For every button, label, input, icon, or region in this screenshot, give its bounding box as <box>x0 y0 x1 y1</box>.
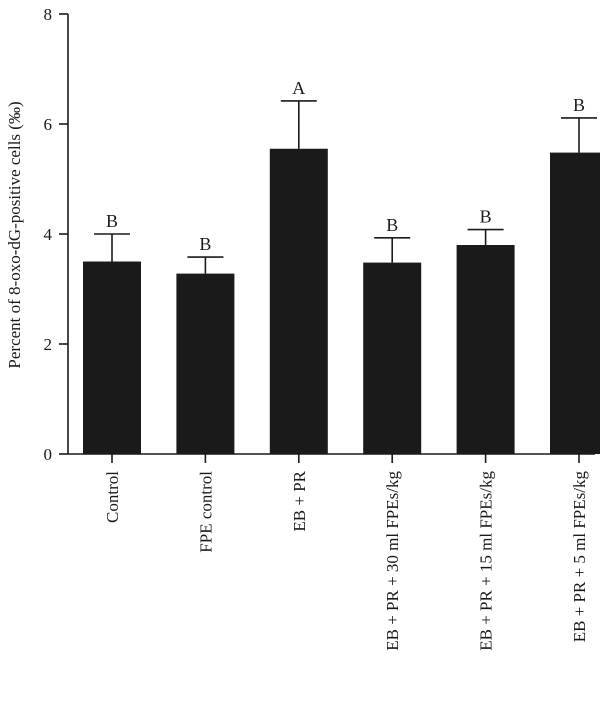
y-tick-label: 6 <box>44 115 53 134</box>
bars <box>83 148 600 454</box>
significance-label: B <box>386 215 398 235</box>
category-label: EB + PR + 30 ml FPEs/kg <box>383 471 402 651</box>
y-axis-title: Percent of 8-oxo-dG-positive cells (‰) <box>5 101 24 368</box>
significance-label: B <box>480 207 492 227</box>
significance-labels: B B A B B B <box>106 78 585 254</box>
bar <box>269 148 328 454</box>
significance-label: B <box>199 234 211 254</box>
significance-label: B <box>573 95 585 115</box>
x-axis <box>68 453 595 463</box>
error-bars <box>94 100 597 274</box>
y-tick-label: 8 <box>44 5 53 24</box>
category-label: FPE control <box>196 471 215 553</box>
category-label: EB + PR + 5 ml FPEs/kg <box>570 471 589 643</box>
bar <box>550 152 600 454</box>
bar <box>456 245 515 454</box>
significance-label: B <box>106 211 118 231</box>
category-label: EB + PR <box>290 470 309 531</box>
bar <box>176 273 235 454</box>
y-tick-label: 2 <box>44 335 53 354</box>
bar <box>83 261 141 454</box>
y-axis: 0 2 4 6 8 <box>44 5 69 464</box>
y-tick-label: 0 <box>44 445 53 464</box>
category-label: EB + PR + 15 ml FPEs/kg <box>477 471 496 651</box>
bar <box>363 262 422 454</box>
category-labels: Control FPE control EB + PR EB + PR + 30 ml… <box>103 470 589 650</box>
significance-label: A <box>292 78 305 98</box>
category-label: Control <box>103 471 122 523</box>
y-tick-label: 4 <box>44 225 53 244</box>
